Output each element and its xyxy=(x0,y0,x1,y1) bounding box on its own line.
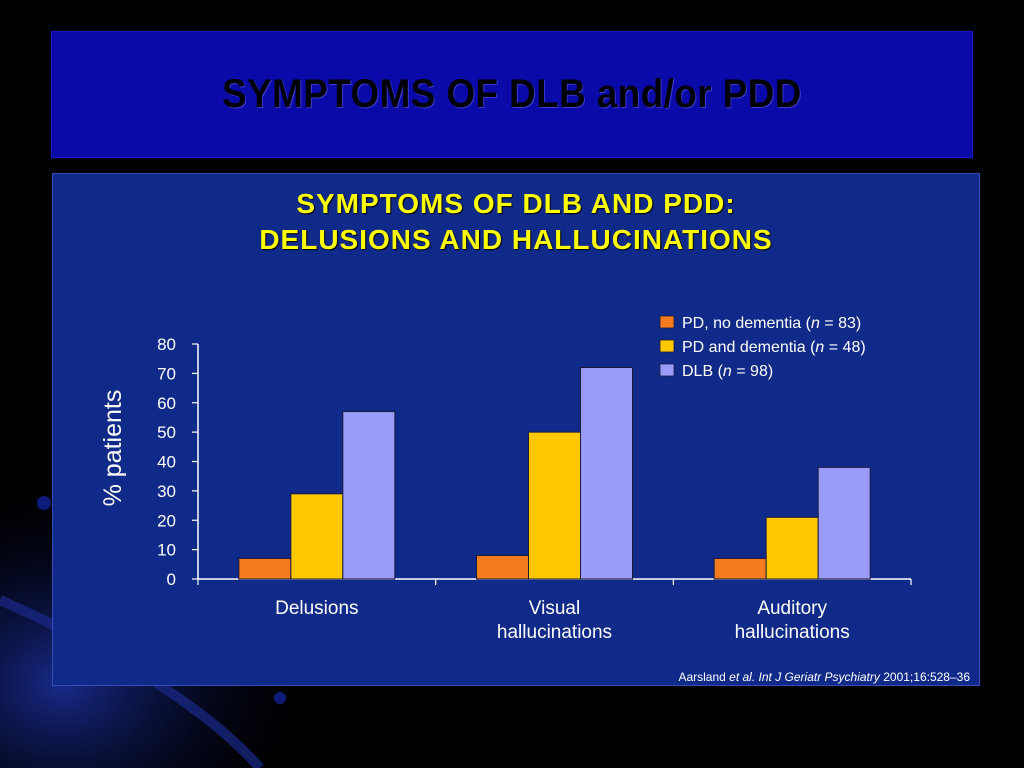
y-tick-label: 50 xyxy=(157,423,176,442)
y-tick-label: 70 xyxy=(157,364,176,383)
x-category-label: Visual xyxy=(529,598,580,619)
x-category-label: Delusions xyxy=(275,598,358,619)
legend-label: DLB (n = 98) xyxy=(682,363,773,380)
citation-ref: 2001;16:528–36 xyxy=(883,670,970,684)
citation-author: Aarsland xyxy=(678,670,726,684)
bar xyxy=(817,466,871,580)
bar xyxy=(765,516,819,580)
legend-swatch xyxy=(659,363,675,377)
citation-journal: Int J Geriatr Psychiatry xyxy=(758,670,880,684)
citation: Aarsland et al. Int J Geriatr Psychiatry… xyxy=(678,670,970,684)
y-tick-label: 0 xyxy=(167,570,176,589)
legend-label: PD and dementia (n = 48) xyxy=(682,339,866,356)
chart-title-line2: DELUSIONS AND HALLUCINATIONS xyxy=(259,224,773,255)
legend-label: PD, no dementia (n = 83) xyxy=(682,315,861,332)
x-category-label: hallucinations xyxy=(735,622,850,643)
x-category-label: Auditory xyxy=(757,598,827,619)
y-tick-label: 40 xyxy=(157,453,176,472)
bar xyxy=(528,431,581,580)
bar xyxy=(290,493,344,580)
legend-swatch xyxy=(659,315,675,329)
y-tick-label: 10 xyxy=(157,541,176,560)
y-tick-label: 30 xyxy=(157,482,176,501)
chart-panel xyxy=(52,173,980,686)
bar xyxy=(580,367,633,580)
bar xyxy=(342,411,396,580)
y-axis-label: % patients xyxy=(99,390,127,507)
bar xyxy=(238,557,292,580)
y-tick-label: 60 xyxy=(157,394,176,413)
bar xyxy=(713,557,767,580)
bar xyxy=(476,555,529,580)
slide-title: SYMPTOMS OF DLB and/or PDD xyxy=(222,72,802,116)
y-tick-label: 80 xyxy=(157,335,176,354)
y-tick-label: 20 xyxy=(157,511,176,530)
citation-etal: et al. xyxy=(729,670,756,684)
title-band xyxy=(51,31,973,158)
legend-swatch xyxy=(659,339,675,353)
chart-title-line1: SYMPTOMS OF DLB AND PDD: xyxy=(296,188,736,219)
x-category-label: hallucinations xyxy=(497,622,612,643)
